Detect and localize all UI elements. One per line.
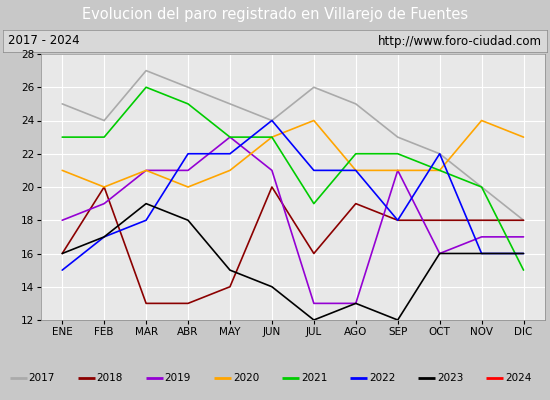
Text: 2022: 2022 <box>369 373 395 383</box>
Text: 2023: 2023 <box>437 373 463 383</box>
Text: http://www.foro-ciudad.com: http://www.foro-ciudad.com <box>378 34 542 48</box>
Text: 2017 - 2024: 2017 - 2024 <box>8 34 80 48</box>
Text: 2021: 2021 <box>301 373 327 383</box>
Text: 2017: 2017 <box>29 373 55 383</box>
Text: 2024: 2024 <box>505 373 531 383</box>
Text: 2018: 2018 <box>97 373 123 383</box>
Text: 2020: 2020 <box>233 373 259 383</box>
Text: 2019: 2019 <box>165 373 191 383</box>
Text: Evolucion del paro registrado en Villarejo de Fuentes: Evolucion del paro registrado en Villare… <box>82 8 468 22</box>
